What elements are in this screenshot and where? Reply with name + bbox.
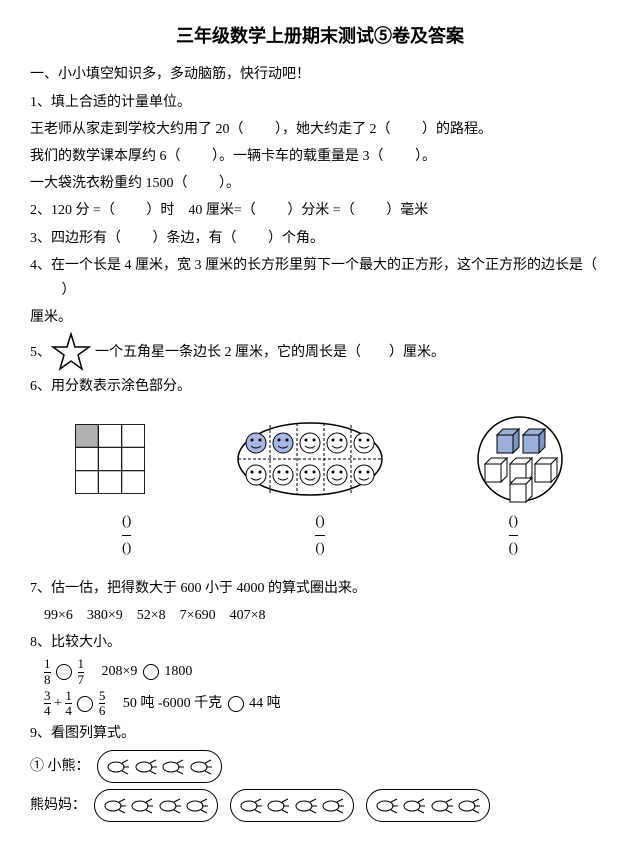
text: ）时 40 厘米=（ [146, 203, 255, 218]
q8-line1: 18 17 208×9 1800 [44, 657, 610, 687]
fraction-blank: ()() [122, 509, 131, 560]
text: 2、120 分 =（ [30, 203, 115, 218]
text: 208×9 [102, 664, 138, 679]
text: ）。 [219, 176, 240, 191]
star-icon [51, 332, 91, 372]
compare-circle [56, 664, 72, 680]
q1-line2: 我们的数学课本厚约 6（ ）。一辆卡车的载重量是 3（ ）。 [30, 144, 610, 169]
q6: 6、用分数表示涂色部分。 [30, 374, 610, 399]
text: 1800 [164, 664, 192, 679]
fraction-blank: ()() [315, 509, 324, 560]
text: 50 吨 -6000 千克 [123, 696, 222, 711]
cubes-figure [475, 414, 565, 504]
text: 一大袋洗衣粉重约 1500（ [30, 176, 188, 191]
text: ）。一辆卡车的载重量是 3（ [212, 149, 384, 164]
q6-figures [30, 414, 610, 504]
text: 44 吨 [249, 696, 281, 711]
corn-icon [190, 754, 212, 779]
corn-group [366, 789, 491, 822]
corn-group [230, 789, 355, 822]
corn-icon [135, 754, 157, 779]
q5: 5、 一个五角星一条边长 2 厘米，它的周长是（ ）厘米。 [30, 332, 610, 372]
text: 王老师从家走到学校大约用了 20（ [30, 122, 244, 137]
corn-group [97, 750, 222, 783]
text: ）的路程。 [422, 122, 492, 137]
q3: 3、四边形有（ ）条边，有（ ）个角。 [30, 226, 610, 251]
q9: 9、看图列算式。 [30, 721, 610, 746]
text: ）。 [415, 149, 436, 164]
text: 一个五角星一条边长 2 厘米，它的周长是（ [95, 340, 361, 365]
q7-items: 99×6 380×9 52×8 7×690 407×8 [44, 603, 610, 628]
q8-line2: 34 + 14 56 50 吨 -6000 千克 44 吨 [44, 689, 610, 719]
grid-figure [75, 424, 145, 494]
text: ）分米 =（ [287, 203, 354, 218]
text: ） [62, 283, 76, 298]
fraction-blank: ()() [509, 509, 518, 560]
q5-label: 5、 [30, 340, 51, 365]
corn-group [94, 789, 219, 822]
compare-circle [228, 696, 244, 712]
q8: 8、比较大小。 [30, 630, 610, 655]
text: ）厘米。 [389, 340, 445, 365]
text: ）条边，有（ [153, 231, 237, 246]
text: 我们的数学课本厚约 6（ [30, 149, 181, 164]
q6-answer-row: ()() ()() ()() [30, 509, 610, 560]
corn-icon [162, 754, 184, 779]
q4-tail: 厘米。 [30, 305, 610, 330]
text: 4、在一个长是 4 厘米，宽 3 厘米的长方形里剪下一个最大的正方形，这个正方形… [30, 258, 597, 273]
q7: 7、估一估，把得数大于 600 小于 4000 的算式圈出来。 [30, 576, 610, 601]
section-heading: 一、小小填空知识多，多动脑筋，快行动吧！ [30, 62, 610, 87]
q1-label: 1、填上合适的计量单位。 [30, 90, 610, 115]
text: ）毫米 [386, 203, 428, 218]
compare-circle [143, 664, 159, 680]
q2: 2、120 分 =（ ）时 40 厘米=（ ）分米 =（ ）毫米 [30, 198, 610, 223]
q9-bear-row: ① 小熊： [30, 748, 610, 785]
text: ）个角。 [268, 231, 324, 246]
page-title: 三年级数学上册期末测试⑤卷及答案 [30, 20, 610, 52]
compare-circle [77, 696, 93, 712]
mama-label: 熊妈妈： [30, 798, 86, 813]
text: 3、四边形有（ [30, 231, 121, 246]
q9-mama-row: 熊妈妈： [30, 787, 610, 824]
corn-icon [107, 754, 129, 779]
text: ），她大约走了 2（ [275, 122, 391, 137]
bear-label: ① 小熊： [30, 759, 90, 774]
q1-line1: 王老师从家走到学校大约用了 20（ ），她大约走了 2（ ）的路程。 [30, 117, 610, 142]
q1-line3: 一大袋洗衣粉重约 1500（ ）。 [30, 171, 610, 196]
smiley-figure [235, 419, 385, 499]
q4: 4、在一个长是 4 厘米，宽 3 厘米的长方形里剪下一个最大的正方形，这个正方形… [30, 253, 610, 303]
